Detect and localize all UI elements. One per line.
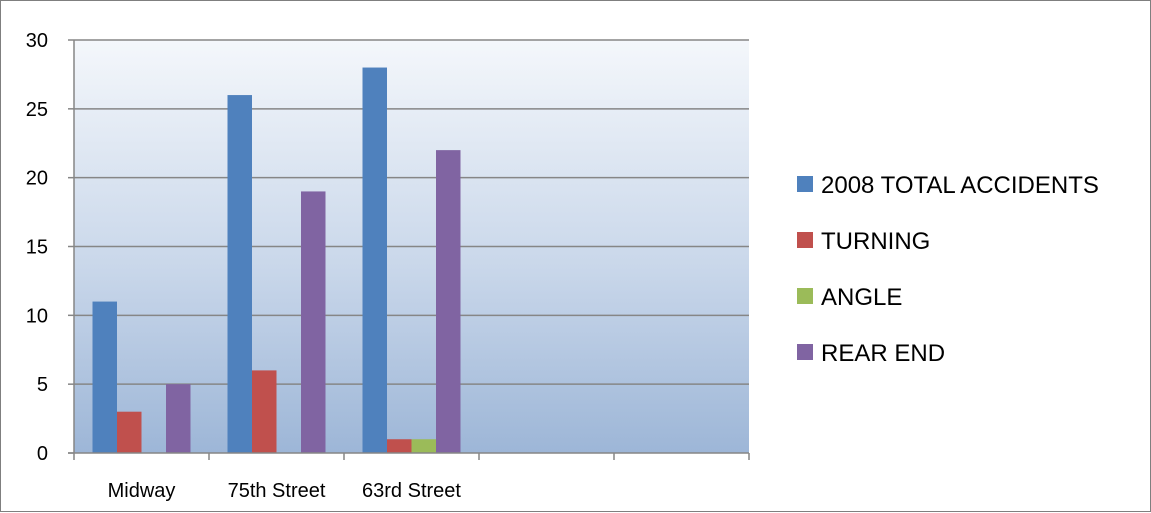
bar bbox=[117, 411, 142, 453]
legend-label: 2008 TOTAL ACCIDENTS bbox=[821, 172, 1099, 199]
bar bbox=[362, 67, 387, 454]
y-tick-label: 25 bbox=[26, 99, 48, 121]
bar bbox=[436, 150, 461, 453]
y-tick-label: 10 bbox=[26, 305, 48, 327]
axes bbox=[68, 39, 750, 460]
legend-label: REAR END bbox=[821, 340, 945, 367]
y-tick-label: 15 bbox=[26, 237, 48, 259]
bar bbox=[252, 370, 277, 453]
x-tick-label: 75th Street bbox=[228, 480, 326, 502]
bar bbox=[92, 301, 117, 453]
bars bbox=[92, 67, 461, 454]
bar bbox=[166, 384, 191, 453]
x-tick-label: 63rd Street bbox=[362, 480, 461, 502]
legend-swatch bbox=[797, 288, 813, 304]
bar bbox=[227, 95, 252, 454]
x-axis-ticks: Midway 75th Street 63rd Street bbox=[108, 480, 462, 502]
bar bbox=[387, 439, 412, 453]
legend: 2008 TOTAL ACCIDENTS TURNING ANGLE REAR END bbox=[797, 172, 1099, 367]
bar bbox=[301, 191, 326, 453]
y-tick-label: 0 bbox=[37, 443, 48, 465]
legend-swatch bbox=[797, 344, 813, 360]
x-tick-label: Midway bbox=[108, 480, 176, 502]
legend-swatch bbox=[797, 232, 813, 248]
y-tick-label: 20 bbox=[26, 168, 48, 190]
legend-swatch bbox=[797, 176, 813, 192]
y-axis-ticks: 0 5 10 15 20 25 30 bbox=[26, 30, 48, 465]
bar bbox=[411, 439, 436, 453]
y-tick-label: 30 bbox=[26, 30, 48, 52]
legend-label: ANGLE bbox=[821, 284, 902, 311]
legend-label: TURNING bbox=[821, 228, 930, 255]
y-tick-label: 5 bbox=[37, 374, 48, 396]
